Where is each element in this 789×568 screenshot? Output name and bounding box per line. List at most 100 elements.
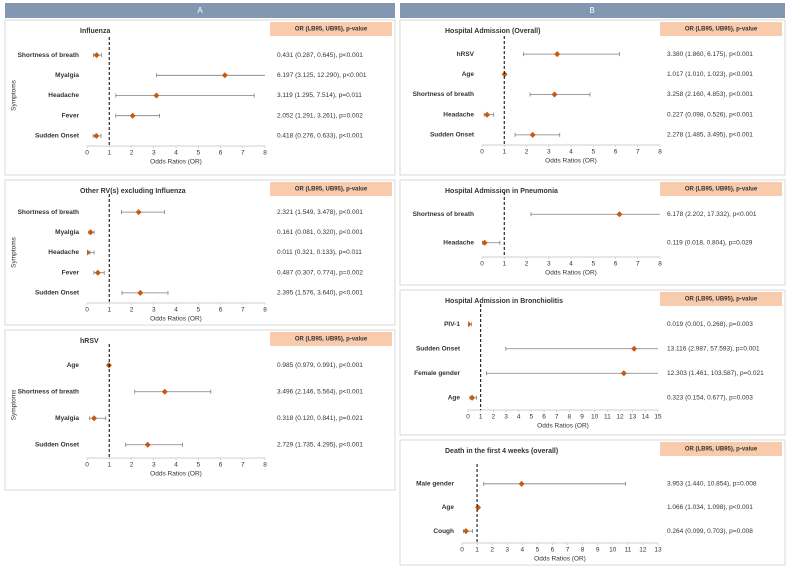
- x-tick-label: 0: [85, 307, 89, 314]
- category-label: Age: [448, 394, 461, 401]
- category-label: Headache: [443, 111, 474, 118]
- x-tick-label: 6: [614, 149, 618, 156]
- x-tick-label: 8: [263, 150, 267, 157]
- chart-title: hRSV: [80, 338, 99, 345]
- point-estimate: [221, 72, 228, 79]
- chart-frame: [399, 179, 786, 286]
- point-estimate: [501, 71, 508, 78]
- x-axis-label: Odds Ratios (OR): [537, 423, 589, 430]
- value-label: 6.178 (2.202, 17.332), p<0.001: [667, 211, 757, 218]
- category-label: Female gender: [414, 370, 460, 377]
- point-estimate: [93, 52, 100, 59]
- x-tick-label: 7: [636, 149, 640, 156]
- x-tick-label: 6: [219, 150, 223, 157]
- value-label: 0.418 (0.276, 0.633), p<0.001: [277, 133, 363, 140]
- value-label: 2.729 (1.735, 4.295), p<0.001: [277, 441, 363, 448]
- x-tick-label: 1: [107, 462, 111, 469]
- x-tick-label: 12: [639, 547, 647, 554]
- category-label: Age: [442, 504, 455, 511]
- chart-title: Hospital Admission (Overall): [445, 28, 540, 35]
- chart-title: Hospital Admission in Bronchiolitis: [445, 298, 563, 305]
- x-tick-label: 2: [130, 307, 134, 314]
- x-tick-label: 1: [107, 307, 111, 314]
- x-tick-label: 2: [525, 149, 529, 156]
- point-estimate: [144, 441, 151, 448]
- x-tick-label: 11: [624, 547, 631, 554]
- value-label: 3.380 (1.860, 6.175), p<0.001: [667, 51, 753, 58]
- category-label: Sudden Onset: [35, 441, 80, 448]
- chart-frame: [399, 289, 786, 436]
- value-label: 0.119 (0.018, 0.804), p=0.029: [667, 239, 753, 246]
- point-estimate: [93, 132, 100, 139]
- category-label: Myalgia: [55, 415, 79, 422]
- x-tick-label: 10: [591, 414, 599, 421]
- point-estimate: [91, 415, 98, 422]
- x-tick-label: 0: [460, 547, 464, 554]
- x-axis-label: Odds Ratios (OR): [150, 471, 202, 478]
- column-header-bg: [660, 292, 782, 306]
- x-tick-label: 6: [551, 547, 555, 554]
- x-tick-label: 13: [629, 414, 637, 421]
- point-estimate: [631, 345, 638, 352]
- plot: [87, 209, 169, 296]
- value-label: 0.227 (0.098, 0.526), p<0.001: [667, 111, 753, 118]
- point-estimate: [153, 92, 160, 99]
- x-tick-label: 4: [520, 547, 524, 554]
- x-axis-label: Odds Ratios (OR): [150, 159, 202, 166]
- panel-header: [5, 3, 395, 18]
- x-tick-label: 0: [85, 462, 89, 469]
- x-tick-label: 1: [502, 261, 506, 268]
- category-label: Sudden Onset: [35, 290, 80, 297]
- x-tick-label: 14: [642, 414, 650, 421]
- column-header: OR (LB95, UB95), p-value: [295, 187, 368, 193]
- column-header-bg: [660, 22, 782, 36]
- point-estimate: [462, 528, 469, 535]
- x-tick-label: 0: [480, 149, 484, 156]
- chart-frame: [399, 19, 786, 176]
- column-header-bg: [660, 442, 782, 456]
- point-estimate: [554, 51, 561, 58]
- category-label: PIV-1: [444, 321, 460, 328]
- x-tick-label: 8: [658, 261, 662, 268]
- x-tick-label: 3: [504, 414, 508, 421]
- x-tick-label: 7: [241, 150, 245, 157]
- column-header: OR (LB95, UB95), p-value: [295, 27, 368, 33]
- category-label: hRSV: [457, 51, 475, 58]
- column-header: OR (LB95, UB95), p-value: [685, 447, 758, 453]
- category-label: Age: [462, 71, 475, 78]
- plot: [92, 52, 265, 139]
- value-label: 1.017 (1.010, 1.023), p<0.001: [667, 71, 753, 78]
- category-label: Headache: [48, 92, 79, 99]
- category-label: Shortness of breath: [18, 52, 79, 59]
- chart-frame: [4, 329, 396, 491]
- panel-header: [400, 3, 785, 18]
- value-label: 3.258 (2.160, 4.853), p<0.001: [667, 91, 753, 98]
- x-tick-label: 4: [517, 414, 521, 421]
- column-header: OR (LB95, UB95), p-value: [685, 187, 758, 193]
- x-tick-label: 4: [569, 149, 573, 156]
- column-header: OR (LB95, UB95), p-value: [295, 337, 368, 343]
- x-tick-label: 3: [152, 462, 156, 469]
- x-tick-label: 6: [614, 261, 618, 268]
- value-label: 2.395 (1.576, 3.640), p<0.001: [277, 290, 363, 297]
- x-tick-label: 3: [152, 307, 156, 314]
- value-label: 3.953 (1.440, 10.854), p=0.008: [667, 481, 757, 488]
- value-label: 0.161 (0.081, 0.320), p<0.001: [277, 229, 363, 236]
- value-label: 0.431 (0.287, 0.645), p<0.001: [277, 52, 363, 59]
- x-tick-label: 4: [569, 261, 573, 268]
- chart-title: Death in the first 4 weeks (overall): [445, 448, 558, 455]
- point-estimate: [518, 480, 525, 487]
- x-tick-label: 0: [466, 414, 470, 421]
- point-estimate: [482, 239, 488, 246]
- value-label: 0.264 (0.099, 0.703), p=0.008: [667, 528, 753, 535]
- x-tick-label: 8: [263, 307, 267, 314]
- x-tick-label: 8: [581, 547, 585, 554]
- y-axis-label: Symptoms: [11, 236, 18, 267]
- y-axis-label: Symptoms: [11, 79, 18, 110]
- column-header-bg: [270, 182, 392, 196]
- category-label: Headache: [48, 249, 79, 256]
- x-tick-label: 1: [475, 547, 479, 554]
- point-estimate: [137, 289, 144, 296]
- x-tick-label: 4: [174, 307, 178, 314]
